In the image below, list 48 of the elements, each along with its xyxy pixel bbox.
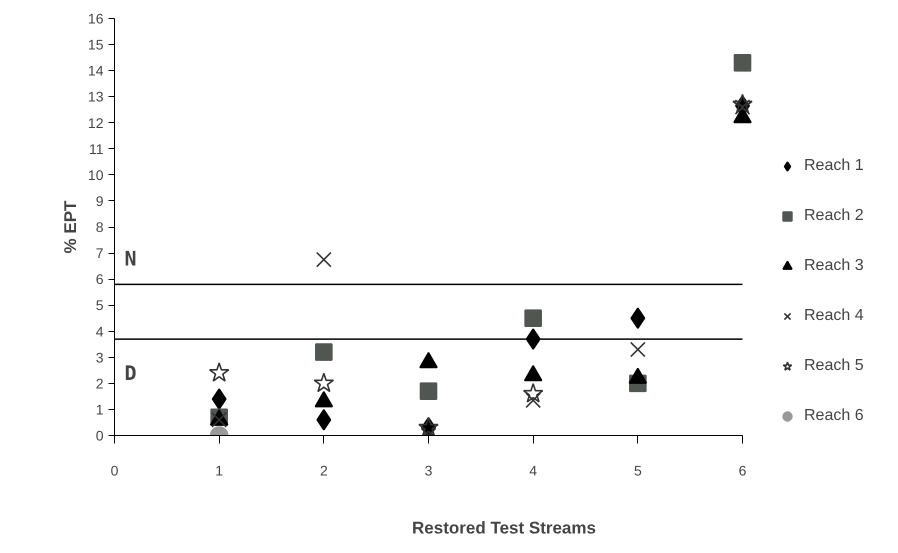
- y-tick-label: 1: [96, 401, 104, 418]
- y-tick-label: 16: [88, 10, 104, 26]
- point: [316, 252, 332, 268]
- point: [420, 382, 438, 400]
- x-tick-label: 5: [634, 462, 642, 478]
- point: [212, 388, 227, 410]
- y-tick-label: 2: [96, 375, 104, 392]
- point: [418, 416, 439, 436]
- y-tick-label: 9: [96, 192, 104, 209]
- point: [732, 94, 753, 114]
- point: [526, 328, 541, 350]
- legend-label: Reach 6: [804, 407, 864, 425]
- y-tick-label: 11: [88, 140, 104, 157]
- ref-line-label: D: [124, 361, 137, 386]
- x-axis-title: Restored Test Streams: [412, 518, 596, 538]
- x-tick-label: 4: [529, 462, 538, 478]
- legend-label: Reach 1: [804, 157, 864, 175]
- y-tick-label: 7: [96, 245, 104, 262]
- point: [522, 383, 544, 403]
- x-tick-label: 0: [110, 462, 119, 478]
- y-axis-title: % EPT: [60, 200, 80, 254]
- y-tick-label: 5: [96, 297, 104, 314]
- point: [524, 309, 542, 328]
- point: [316, 409, 332, 431]
- x-tick-label: 3: [424, 462, 433, 478]
- y-tick-label: 8: [96, 219, 104, 235]
- point: [734, 54, 752, 72]
- y-tick-label: 10: [88, 166, 104, 183]
- y-tick-label: 15: [88, 36, 104, 53]
- point: [315, 343, 333, 361]
- ref-line-label: N: [124, 246, 137, 270]
- y-tick-label: 12: [88, 114, 104, 131]
- y-tick-label: 14: [88, 62, 104, 79]
- y-tick-label: 4: [96, 323, 104, 340]
- x-tick-label: 2: [320, 462, 328, 478]
- legend-label: Reach 3: [804, 257, 864, 275]
- y-tick-label: 0: [96, 428, 104, 444]
- legend-label: Reach 2: [804, 207, 864, 225]
- y-tick-label: 3: [96, 349, 104, 366]
- y-tick-label: 6: [96, 271, 104, 288]
- x-tick-label: 1: [215, 462, 224, 478]
- point: [630, 342, 646, 358]
- point: [208, 362, 230, 382]
- x-tick-label: 6: [738, 462, 747, 478]
- point: [314, 372, 334, 392]
- legend-label: Reach 4: [804, 307, 864, 325]
- y-tick-label: 13: [88, 88, 104, 105]
- legend-label: Reach 5: [804, 357, 864, 375]
